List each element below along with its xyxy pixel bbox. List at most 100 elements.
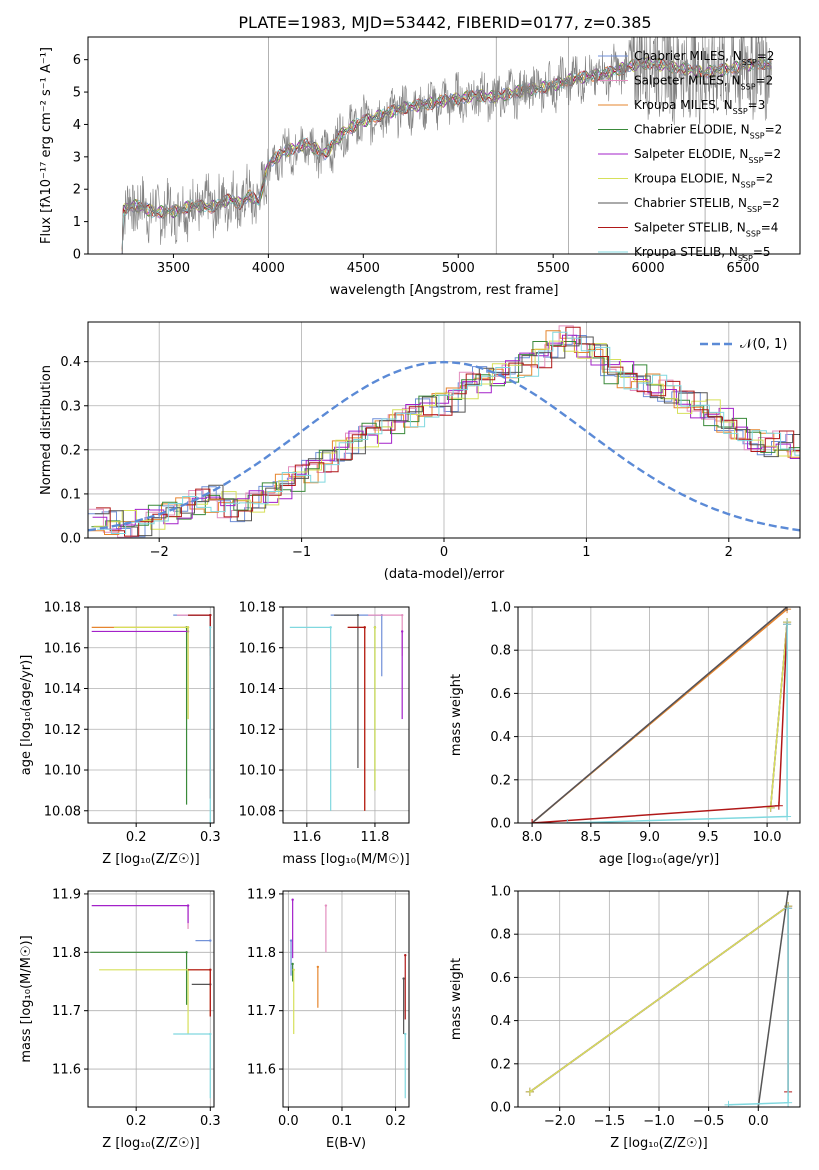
point-salpeter_miles bbox=[324, 904, 328, 907]
legend-label-chabrier_stelib: Chabrier STELIB, NSSP=2 bbox=[634, 196, 780, 214]
y-tick-label: 2 bbox=[73, 183, 81, 198]
series-chabrier_stelib bbox=[531, 607, 788, 823]
x-tick-label: 6000 bbox=[632, 261, 665, 276]
legend: 𝒩(0, 1) bbox=[700, 337, 787, 352]
point-salpeter_elodie bbox=[400, 630, 404, 633]
y-tick-label: 0.6 bbox=[490, 971, 511, 986]
x-tick-label: −1.0 bbox=[643, 1114, 675, 1129]
x-tick-label: 0.2 bbox=[385, 1114, 406, 1129]
x-tick-label: 4500 bbox=[347, 261, 380, 276]
legend-label-salpeter_stelib: Salpeter STELIB, NSSP=4 bbox=[634, 221, 778, 239]
panel-mass_vs_Z: 0.2 0.3 11.6 11.7 11.8 11.9 Z [log₁₀(Z/Z☉)] mas… bbox=[19, 887, 221, 1151]
x-tick-label: 0.3 bbox=[200, 830, 221, 845]
hist-chabrier_stelib bbox=[94, 336, 800, 537]
y-axis-label: age [log₁₀(age/yr)] bbox=[19, 655, 34, 776]
axes-frame bbox=[87, 606, 215, 824]
y-tick-label: 0.3 bbox=[60, 399, 81, 414]
x-axis-label: E(B-V) bbox=[326, 1136, 366, 1151]
y-tick-label: 0.0 bbox=[490, 1101, 511, 1116]
point-chabrier_stelib bbox=[356, 613, 360, 617]
point-chabrier_stelib bbox=[402, 977, 405, 980]
hist-kroupa_stelib bbox=[97, 331, 800, 534]
plot-area bbox=[518, 607, 800, 823]
legend: Chabrier MILES, NSSP=2 Salpeter MILES, NS… bbox=[598, 49, 782, 263]
y-tick-label: 10.08 bbox=[44, 804, 81, 819]
y-tick-label: 10.12 bbox=[44, 723, 81, 738]
y-axis-label: Flux [fλ10⁻¹⁷ erg cm⁻² s⁻¹ A⁻¹] bbox=[39, 47, 54, 244]
legend-label-kroupa_miles: Kroupa MILES, NSSP=3 bbox=[634, 98, 765, 116]
x-axis-label: wavelength [Angstrom, rest frame] bbox=[330, 283, 559, 298]
x-axis-label: age [log₁₀(age/yr)] bbox=[599, 852, 720, 867]
axes-frame bbox=[87, 890, 215, 1108]
x-tick-label: −2.0 bbox=[544, 1114, 576, 1129]
plot-area bbox=[283, 607, 409, 823]
y-tick-label: 10.16 bbox=[44, 641, 81, 656]
point-chabrier_elodie bbox=[185, 951, 188, 954]
x-tick-label: 0 bbox=[440, 545, 448, 560]
x-tick-label: 2 bbox=[725, 545, 733, 560]
x-tick-label: 0.0 bbox=[748, 1114, 769, 1129]
y-tick-label: 6 bbox=[73, 53, 81, 68]
hist-chabrier_elodie bbox=[91, 341, 800, 528]
x-tick-label: −1.5 bbox=[594, 1114, 626, 1129]
y-tick-label: 11.7 bbox=[52, 1004, 81, 1019]
y-tick-label: 10.10 bbox=[44, 764, 81, 779]
x-tick-label: 8.0 bbox=[522, 830, 543, 845]
y-tick-label: 1.0 bbox=[490, 885, 511, 900]
y-tick-label: 10.16 bbox=[239, 641, 276, 656]
y-tick-label: 0.6 bbox=[490, 687, 511, 702]
x-tick-label: −0.5 bbox=[693, 1114, 725, 1129]
panel-weight_vs_Z: −2.0 −1.5 −1.0 −0.5 0.0 0.0 0.2 0.4 0.6 0.8 1.0 Z [… bbox=[449, 885, 801, 1151]
x-tick-label: 10.0 bbox=[753, 830, 782, 845]
x-tick-label: 11.6 bbox=[292, 830, 321, 845]
y-axis-label: mass weight bbox=[449, 958, 464, 1040]
y-tick-label: 1 bbox=[73, 215, 81, 230]
y-tick-label: 0.4 bbox=[490, 730, 511, 745]
x-tick-label: 9.5 bbox=[698, 830, 719, 845]
x-tick-label: −1 bbox=[292, 545, 311, 560]
x-tick-label: 11.8 bbox=[360, 830, 389, 845]
point-kroupa_stelib bbox=[209, 626, 212, 629]
legend-label-chabrier_miles: Chabrier MILES, NSSP=2 bbox=[634, 49, 774, 67]
x-tick-label: 8.5 bbox=[581, 830, 602, 845]
x-tick-label: 0.0 bbox=[278, 1114, 299, 1129]
y-tick-label: 11.6 bbox=[247, 1063, 276, 1078]
point-salpeter_stelib bbox=[209, 968, 212, 972]
x-axis-label: mass [log₁₀(M/M☉)] bbox=[282, 852, 409, 867]
y-tick-label: 10.12 bbox=[239, 723, 276, 738]
point-kroupa_miles bbox=[316, 965, 320, 969]
point-salpeter_elodie bbox=[291, 898, 294, 901]
x-tick-label: 3500 bbox=[157, 261, 190, 276]
axes-frame bbox=[517, 606, 801, 824]
point-chabrier_elodie bbox=[291, 962, 294, 966]
y-tick-label: 5 bbox=[73, 86, 81, 101]
point-chabrier_miles bbox=[289, 939, 293, 942]
y-tick-label: 10.18 bbox=[44, 601, 81, 616]
y-tick-label: 11.8 bbox=[247, 946, 276, 961]
y-tick-label: 0.8 bbox=[490, 928, 511, 943]
legend-label-normal: 𝒩(0, 1) bbox=[740, 337, 787, 352]
legend-label-salpeter_elodie: Salpeter ELODIE, NSSP=2 bbox=[634, 147, 781, 165]
point-kroupa_elodie bbox=[186, 626, 190, 629]
point-kroupa_stelib bbox=[404, 1032, 407, 1036]
y-tick-label: 10.18 bbox=[239, 601, 276, 616]
point-kroupa_stelib bbox=[209, 1032, 212, 1036]
legend-label-kroupa_elodie: Kroupa ELODIE, NSSP=2 bbox=[634, 172, 773, 190]
panel-spectrum: 3500 4000 4500 5000 5500 6000 6500 0 1 2 3 4 5 6 wavel… bbox=[39, 36, 801, 298]
x-tick-label: 9.0 bbox=[639, 830, 660, 845]
legend-label-chabrier_elodie: Chabrier ELODIE, NSSP=2 bbox=[634, 123, 782, 141]
x-tick-label: 5000 bbox=[442, 261, 475, 276]
series-kroupa_elodie bbox=[529, 905, 789, 1093]
y-tick-label: 11.6 bbox=[52, 1063, 81, 1078]
y-tick-label: 3 bbox=[73, 150, 81, 165]
y-tick-label: 0.4 bbox=[60, 355, 81, 370]
panel-residuals: 𝒩(0, 1) −2 −1 0 1 2 0.0 0.1 0.2 0.3 0.4 (data-model… bbox=[39, 321, 801, 582]
x-tick-label: 0.2 bbox=[126, 1114, 147, 1129]
hist-chabrier_miles bbox=[88, 335, 800, 538]
legend-label-kroupa_stelib: Kroupa STELIB, NSSP=5 bbox=[634, 245, 771, 263]
x-tick-label: 6500 bbox=[726, 261, 759, 276]
point-kroupa_stelib bbox=[329, 626, 332, 629]
panel-weight_vs_age: 8.0 8.5 9.0 9.5 10.0 0.0 0.2 0.4 0.6 0.8 1.0 age [l… bbox=[449, 601, 801, 867]
y-tick-label: 0.4 bbox=[490, 1014, 511, 1029]
